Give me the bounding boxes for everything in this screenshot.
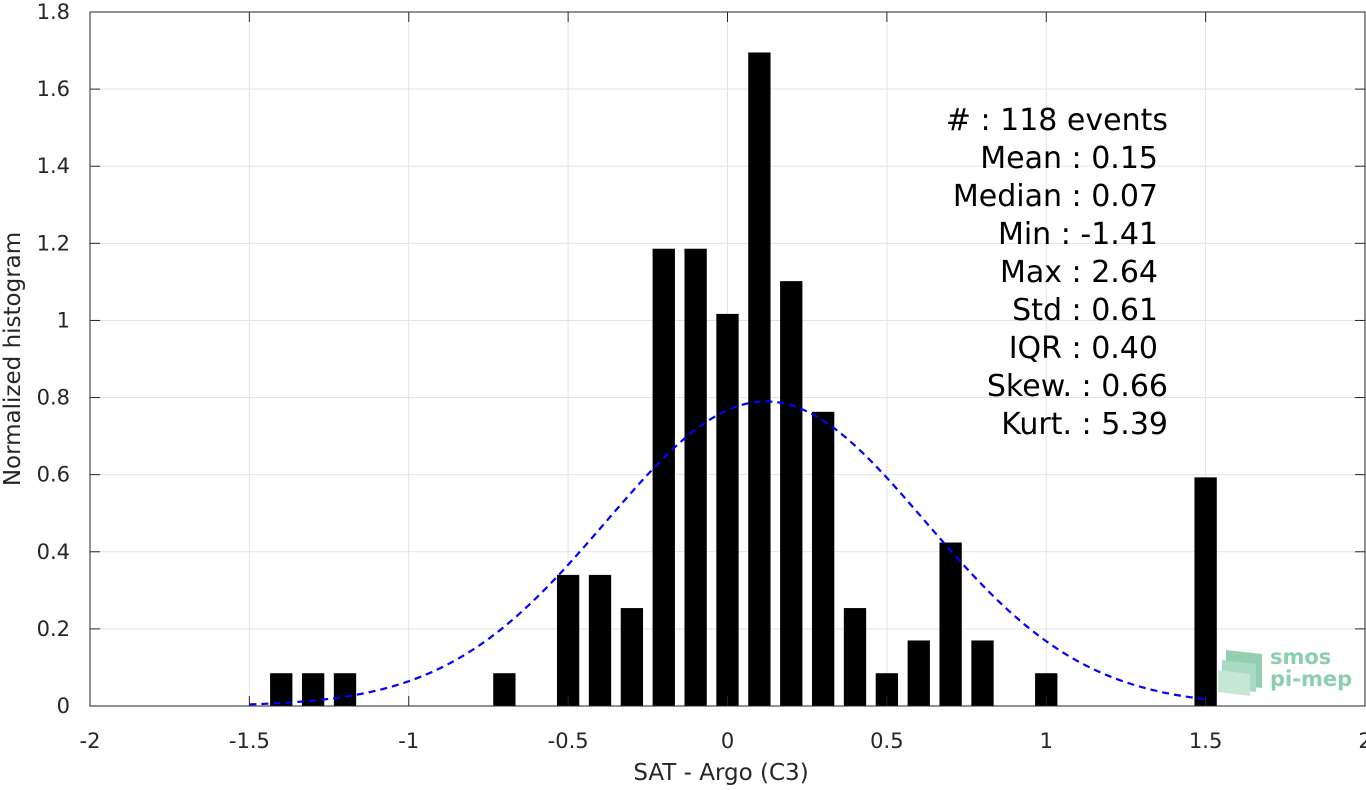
ticks <box>89 11 1366 707</box>
y-tick-labels: 0 0.2 0.4 0.6 0.8 1 1.2 1.4 1.6 1.8 <box>37 0 70 718</box>
stats-events: # : 118 events <box>946 103 1168 138</box>
histogram-bar <box>780 281 803 706</box>
histogram-bar <box>907 640 930 706</box>
x-tick-label: 1 <box>1040 729 1053 753</box>
histogram-bar <box>652 248 675 706</box>
histogram-bar <box>301 673 325 706</box>
logo-waves-icon <box>1218 650 1262 696</box>
histogram-bar <box>971 640 994 706</box>
x-axis-label: SAT - Argo (C3) <box>633 760 808 786</box>
stats-kurt: Kurt. : 5.39 <box>1001 407 1168 442</box>
histogram-bar <box>588 574 612 706</box>
y-tick-label: 1.8 <box>37 0 70 24</box>
stats-max: Max : 2.64 <box>1000 255 1158 290</box>
x-tick-labels: -2 -1.5 -1 -0.5 0 0.5 1 1.5 2 <box>80 729 1366 753</box>
histogram-bar <box>939 542 962 706</box>
histogram-bar <box>270 673 293 706</box>
smos-pimep-logo: smos pi-mep <box>1218 645 1352 696</box>
x-tick-label: 0 <box>721 729 734 753</box>
y-tick-label: 0.2 <box>37 617 70 641</box>
histogram-bar <box>493 673 516 706</box>
stats-min: Min : -1.41 <box>998 217 1158 252</box>
histogram-bar <box>748 52 771 706</box>
y-tick-label: 0.6 <box>37 463 70 487</box>
stats-skew: Skew. : 0.66 <box>987 369 1168 404</box>
x-tick-label: 0.5 <box>870 729 903 753</box>
histogram-bar <box>811 411 835 706</box>
y-axis-label: Normalized histogram <box>0 232 26 486</box>
histogram-bar <box>556 574 580 706</box>
x-tick-label: -2 <box>80 729 101 753</box>
stats-iqr: IQR : 0.40 <box>1009 331 1158 366</box>
y-tick-label: 1.6 <box>37 77 70 101</box>
gaussian-fit-curve <box>249 400 1206 706</box>
histogram-bar <box>843 608 867 706</box>
stats-std: Std : 0.61 <box>1012 293 1158 328</box>
stats-median: Median : 0.07 <box>953 179 1158 214</box>
y-tick-label: 1 <box>57 308 70 332</box>
x-tick-label: 2 <box>1358 729 1366 753</box>
logo-line2: pi-mep <box>1270 667 1352 691</box>
histogram-bar <box>1194 477 1217 706</box>
x-tick-label: -1.5 <box>229 729 270 753</box>
histogram-bar <box>875 673 899 706</box>
histogram-bar <box>620 608 644 706</box>
x-tick-label: -0.5 <box>548 729 589 753</box>
stats-box: # : 118 events Mean : 0.15 Median : 0.07… <box>946 103 1168 442</box>
y-tick-label: 1.2 <box>37 231 70 255</box>
histogram-bar <box>1035 673 1058 706</box>
histogram-bar <box>684 248 707 706</box>
y-tick-label: 0.4 <box>37 540 70 564</box>
bars <box>270 52 1217 706</box>
x-tick-label: -1 <box>398 729 419 753</box>
y-tick-label: 0 <box>57 694 70 718</box>
y-tick-label: 1.4 <box>37 154 70 178</box>
histogram-bar <box>716 313 739 706</box>
x-tick-label: 1.5 <box>1189 729 1222 753</box>
logo-line1: smos <box>1270 645 1331 669</box>
stats-mean: Mean : 0.15 <box>980 141 1158 176</box>
y-tick-label: 0.8 <box>37 386 70 410</box>
histogram-bar <box>333 673 357 706</box>
